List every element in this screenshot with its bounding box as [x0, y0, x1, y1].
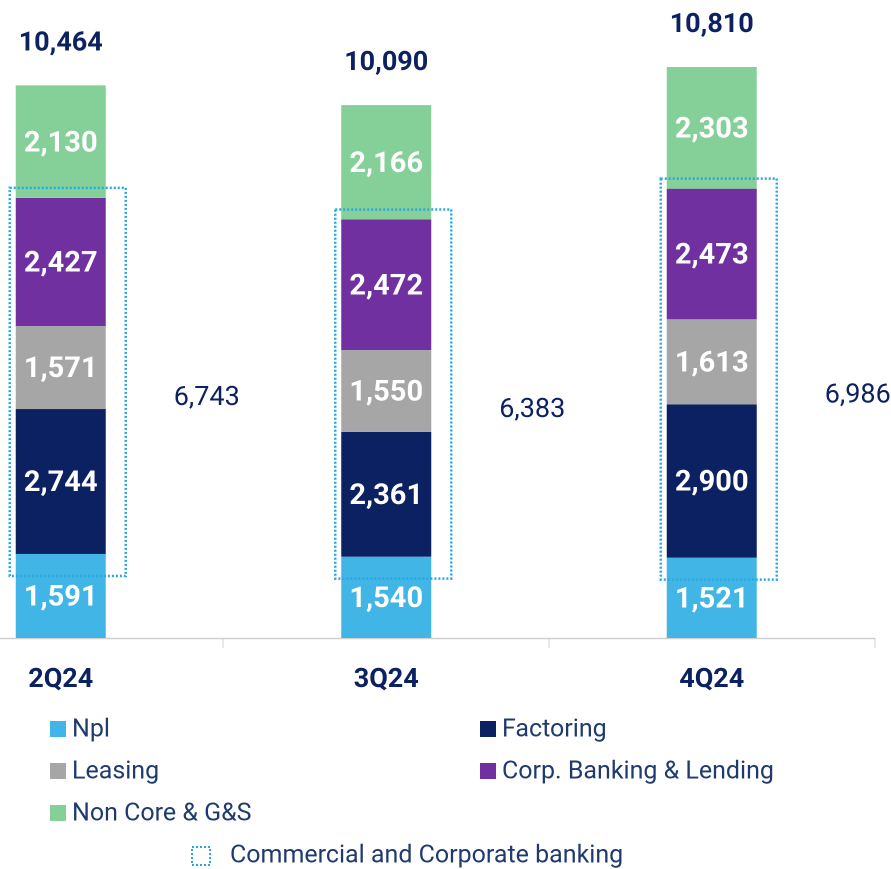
bar-segment	[666, 404, 757, 558]
commercial-box	[334, 208, 453, 580]
bar-segment	[341, 105, 432, 220]
commercial-label: 6,986	[825, 377, 891, 409]
segment-label: 2,473	[675, 238, 749, 272]
commercial-box	[659, 177, 778, 581]
legend-label: Factoring	[502, 715, 607, 744]
legend-swatch	[50, 763, 66, 779]
x-tick-label: 3Q24	[354, 662, 419, 694]
bar-segment	[15, 409, 106, 554]
legend-label: Commercial and Corporate banking	[230, 841, 623, 869]
bar-segment	[341, 556, 432, 638]
bar-segment	[666, 188, 757, 320]
commercial-label: 6,383	[499, 392, 565, 424]
x-tick-label: 4Q24	[679, 662, 744, 694]
legend-swatch	[480, 721, 496, 737]
legend-swatch	[191, 846, 211, 866]
bar-segment	[341, 219, 432, 351]
segment-label: 2,361	[349, 478, 423, 512]
bar-segment	[15, 197, 106, 327]
bar-segment	[15, 85, 106, 198]
legend-swatch	[480, 763, 496, 779]
legend-swatch	[50, 721, 66, 737]
segment-label: 2,472	[349, 268, 423, 302]
bar-segment	[341, 431, 432, 557]
total-label: 10,090	[344, 45, 428, 77]
segment-label: 1,613	[675, 346, 749, 380]
bar-segment	[15, 326, 106, 410]
legend-label: Non Core & G&S	[72, 799, 252, 828]
legend-label: Npl	[72, 715, 110, 744]
total-label: 10,810	[670, 7, 754, 39]
bar-segment	[666, 67, 757, 189]
segment-label: 2,427	[24, 246, 98, 280]
commercial-label: 6,743	[174, 380, 240, 412]
segment-label: 1,591	[24, 580, 98, 614]
segment-label: 2,744	[24, 465, 98, 499]
commercial-box	[8, 186, 127, 578]
segment-label: 2,303	[675, 112, 749, 146]
bar-segment	[341, 350, 432, 432]
segment-label: 1,521	[675, 581, 749, 615]
segment-label: 2,166	[349, 146, 423, 180]
bar-segment	[666, 319, 757, 405]
segment-label: 2,900	[675, 465, 749, 499]
segment-label: 1,540	[349, 581, 423, 615]
bar-segment	[666, 557, 757, 638]
x-tick-label: 2Q24	[28, 662, 93, 694]
segment-label: 1,571	[24, 351, 98, 385]
segment-label: 2,130	[24, 125, 98, 159]
bar-segment	[15, 553, 106, 638]
legend-swatch	[50, 805, 66, 821]
legend-label: Corp. Banking & Lending	[502, 757, 774, 786]
total-label: 10,464	[19, 25, 103, 57]
legend-label: Leasing	[72, 757, 159, 786]
segment-label: 1,550	[349, 375, 423, 409]
